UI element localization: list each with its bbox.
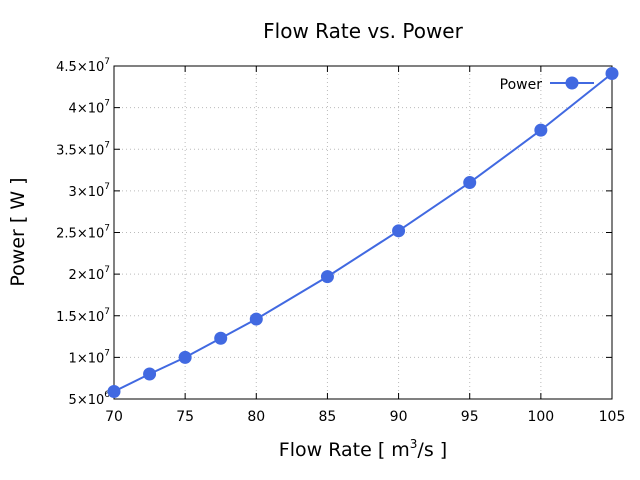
x-tick-label: 100 bbox=[527, 409, 554, 425]
y-tick-mantissa: 3.5×10 bbox=[56, 143, 104, 158]
grid bbox=[114, 66, 612, 399]
data-point bbox=[392, 224, 406, 238]
y-tick-exponent: 7 bbox=[104, 57, 110, 67]
x-tick-label: 90 bbox=[390, 409, 408, 425]
y-tick-mantissa: 4.5×10 bbox=[56, 60, 104, 75]
y-tick-label: 2×107 bbox=[69, 265, 110, 283]
series-line-power bbox=[113, 72, 613, 393]
legend-label: Power bbox=[500, 77, 543, 93]
y-tick-mantissa: 2×10 bbox=[69, 268, 105, 283]
y-tick-exponent: 7 bbox=[104, 307, 110, 317]
y-tick-exponent: 7 bbox=[104, 265, 110, 275]
y-tick-mantissa: 5×10 bbox=[69, 393, 105, 408]
data-point bbox=[605, 66, 619, 80]
y-tick-label: 4×107 bbox=[69, 99, 110, 117]
x-tick-label: 70 bbox=[105, 409, 123, 425]
y-axis-label: Power [ W ] bbox=[7, 177, 29, 286]
y-tick-label: 3.5×107 bbox=[56, 140, 110, 158]
y-tick-mantissa: 2.5×10 bbox=[56, 227, 104, 242]
y-tick-exponent: 7 bbox=[104, 224, 110, 234]
data-point bbox=[143, 367, 157, 381]
data-point bbox=[249, 312, 263, 326]
y-tick-exponent: 7 bbox=[104, 348, 110, 358]
x-tick-label: 80 bbox=[247, 409, 265, 425]
chart-title: Flow Rate vs. Power bbox=[263, 19, 463, 43]
y-tick-label: 4.5×107 bbox=[56, 57, 110, 75]
y-tick-exponent: 7 bbox=[104, 99, 110, 109]
data-point bbox=[107, 385, 121, 399]
x-tick-label: 95 bbox=[461, 409, 479, 425]
y-tick-mantissa: 4×10 bbox=[69, 102, 105, 117]
data-point bbox=[320, 270, 334, 284]
x-tick-label: 75 bbox=[176, 409, 194, 425]
x-tick-label: 105 bbox=[599, 409, 626, 425]
legend-marker bbox=[565, 76, 579, 90]
x-axis: 70 75 80 85 90 95 100 105 bbox=[105, 66, 625, 425]
data-point bbox=[178, 350, 192, 364]
y-tick-label: 1.5×107 bbox=[56, 307, 110, 325]
y-tick-label: 2.5×107 bbox=[56, 224, 110, 242]
y-tick-exponent: 7 bbox=[104, 140, 110, 150]
legend: Power bbox=[500, 76, 594, 93]
x-axis-label: Flow Rate [ m3/s ] bbox=[279, 437, 447, 461]
y-tick-label: 1×107 bbox=[69, 348, 110, 366]
y-tick-label: 3×107 bbox=[69, 182, 110, 200]
y-tick-mantissa: 1×10 bbox=[69, 351, 105, 366]
y-tick-mantissa: 1.5×10 bbox=[56, 310, 104, 325]
data-point bbox=[214, 331, 228, 345]
data-point bbox=[534, 123, 548, 137]
data-point bbox=[463, 176, 477, 190]
series-layer bbox=[107, 66, 619, 399]
y-tick-mantissa: 3×10 bbox=[69, 185, 105, 200]
y-tick-label: 5×106 bbox=[69, 390, 111, 408]
y-tick-exponent: 6 bbox=[104, 390, 110, 400]
x-tick-label: 85 bbox=[319, 409, 337, 425]
y-axis: 5×1061×1071.5×1072×1072.5×1073×1073.5×10… bbox=[56, 57, 612, 408]
y-tick-exponent: 7 bbox=[104, 182, 110, 192]
